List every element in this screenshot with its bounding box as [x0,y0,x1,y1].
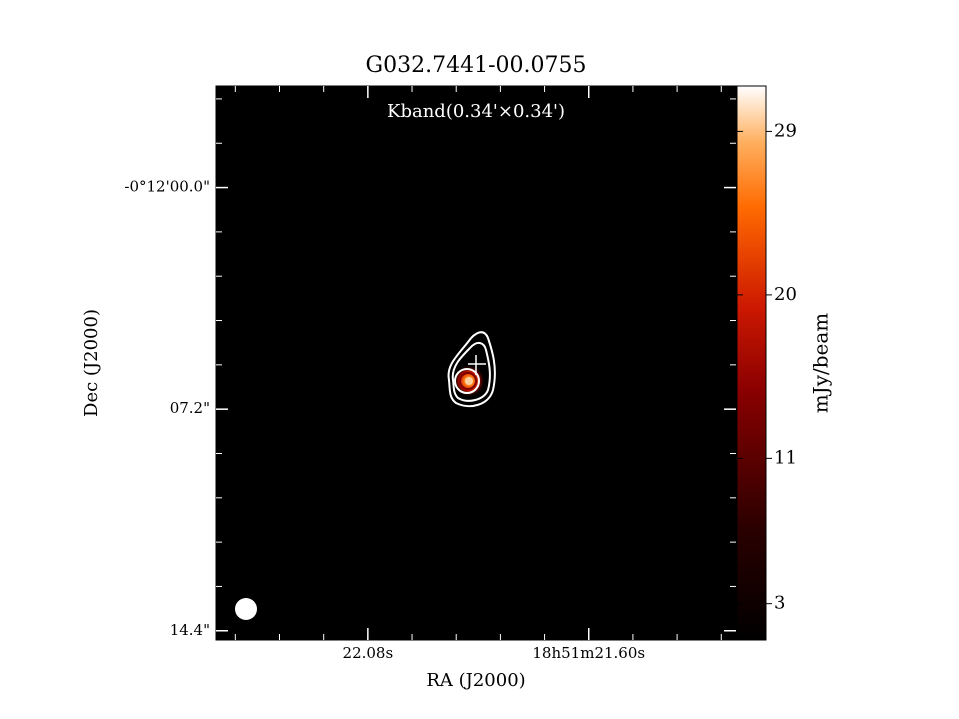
colorbar [736,85,767,641]
colorbar-tick-label: 20 [774,284,797,305]
frame [215,85,737,641]
beam [235,598,257,620]
y-tick-label: 14.4" [170,621,210,639]
colorbar-tick-label: 29 [774,120,797,141]
y-tick-label: -0°12'00.0" [124,178,210,196]
source [447,331,496,408]
x-axis-label: RA (J2000) [426,670,525,691]
y-axis-label: Dec (J2000) [81,309,102,417]
colorbar-tick-label: 11 [774,447,797,468]
x-tick-label: 22.08s [343,644,394,662]
x-tick-label: 18h51m21.60s [532,644,645,662]
chart-title: G032.7441-00.0755 [366,53,587,78]
colorbar-label: mJy/beam [809,313,833,414]
annotation: Kband(0.34'×0.34') [387,101,565,122]
colorbar-tick-label: 3 [774,593,785,614]
y-tick-label: 07.2" [170,399,210,417]
